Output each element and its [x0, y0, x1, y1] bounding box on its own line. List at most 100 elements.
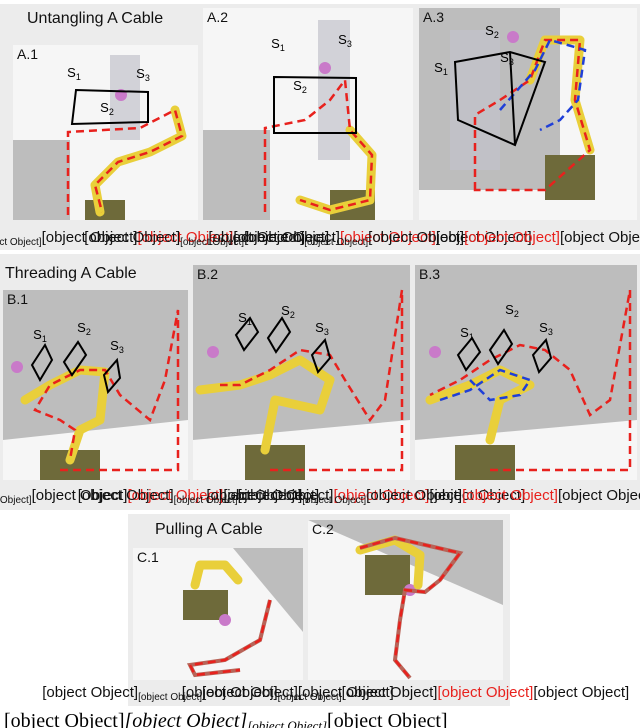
- scene: [133, 548, 303, 680]
- scene: [193, 265, 410, 480]
- scene: [3, 290, 188, 480]
- gl-subscript: [object Object]: [304, 237, 368, 248]
- gate-symbol: S: [460, 325, 469, 340]
- wall: [193, 265, 410, 440]
- section-title: Threading A Cable: [5, 265, 137, 282]
- gate-label: S3: [110, 338, 124, 355]
- gl-text: [object Object]: [238, 487, 334, 504]
- gate-index: 3: [548, 327, 553, 337]
- gate-symbol: S: [505, 302, 514, 317]
- gate-index: 1: [42, 334, 47, 344]
- scene: [415, 265, 637, 480]
- base: [183, 590, 228, 620]
- gate-label: S2: [77, 320, 91, 337]
- section-title: Pulling A Cable: [155, 521, 263, 538]
- gl-caption: [object Object][object Object][object Ob…: [78, 487, 525, 506]
- gate-symbol: S: [77, 320, 86, 335]
- target: [11, 361, 23, 373]
- gate-index: 1: [76, 72, 81, 82]
- gate-index: 1: [443, 67, 448, 77]
- wall: [233, 548, 303, 632]
- gate-index: 3: [509, 57, 514, 67]
- gl-caption: [object Object][object Object][object Ob…: [84, 229, 531, 248]
- gl-text: [object Object]: [342, 684, 438, 701]
- gate-index: 3: [347, 39, 352, 49]
- gate-index: 3: [119, 345, 124, 355]
- gate-index: 2: [86, 327, 91, 337]
- robot: [190, 560, 243, 590]
- gl-text: [object Object]: [32, 487, 128, 504]
- gate-label: S3: [500, 50, 514, 67]
- panel-label: A.1: [17, 46, 38, 62]
- gate-label: S2: [485, 23, 499, 40]
- gl-subscript: [object Object]: [278, 692, 342, 703]
- column: [450, 30, 500, 170]
- figure-caption: [object Object][object Object][object Ob…: [4, 710, 448, 728]
- gl-caption: [object Object][object Object][object Ob…: [182, 684, 629, 703]
- gl-text: [object Object]: [368, 229, 464, 246]
- gate-label: S3: [315, 320, 329, 337]
- gate-label: S1: [67, 65, 81, 82]
- gate-label: S3: [338, 32, 352, 49]
- gl-text: [object Object]: [137, 229, 233, 246]
- cable-dashed: [220, 289, 404, 472]
- gate-label: S3: [136, 66, 150, 83]
- gate-index: 2: [290, 310, 295, 320]
- panel-label: B.1: [7, 291, 28, 307]
- caption-text: [object Object]: [247, 718, 327, 728]
- gate-label: S2: [100, 100, 114, 117]
- scene: [308, 520, 503, 680]
- cable-dashed: [359, 536, 463, 679]
- gl-text: [object Object]: [233, 229, 329, 246]
- gl-text: [object Object]: [206, 487, 302, 504]
- gate-index: 3: [145, 73, 150, 83]
- gate-label: S2: [293, 78, 307, 95]
- gate-symbol: S: [500, 50, 509, 65]
- gl-text: [object Object]: [78, 487, 174, 504]
- cable-dashed: [33, 309, 180, 472]
- base: [545, 155, 595, 200]
- gl-text: [object Object]: [127, 487, 223, 504]
- wall: [3, 290, 188, 440]
- gate-symbol: S: [100, 100, 109, 115]
- gate-index: 1: [469, 332, 474, 342]
- base: [85, 200, 125, 220]
- gl-subscript: [object Object]: [174, 495, 238, 506]
- gl-text: [object Object]: [182, 684, 278, 701]
- gl-caption: [object Object][object Object][object Ob…: [0, 229, 329, 248]
- target: [429, 346, 441, 358]
- gate: [70, 88, 149, 126]
- robot: [525, 35, 595, 155]
- gate-label: S1: [238, 310, 252, 327]
- gl-text: [object Object]: [429, 487, 525, 504]
- gate-symbol: S: [110, 338, 119, 353]
- cable-dashed: [66, 108, 184, 215]
- gl-text: [object Object]: [558, 487, 640, 504]
- panel-label: C.2: [312, 521, 334, 537]
- gl-caption: [object Object][object Object][object Ob…: [42, 684, 394, 703]
- gl-text: [object Object]: [42, 684, 138, 701]
- gate-symbol: S: [338, 32, 347, 47]
- gl-text: [object Object]: [560, 229, 640, 246]
- gate-symbol: S: [281, 303, 290, 318]
- gate-label: S2: [281, 303, 295, 320]
- gate-symbol: S: [293, 78, 302, 93]
- gate: [234, 316, 332, 374]
- caption-text: [object Object]: [125, 710, 248, 728]
- gl-text: [object Object]: [244, 229, 340, 246]
- gl-caption: [object Object][object Object][object Ob…: [0, 487, 319, 506]
- target: [319, 62, 331, 74]
- column: [318, 20, 350, 160]
- gl-subscript: [object Object]: [0, 495, 32, 506]
- base: [365, 555, 410, 595]
- base: [455, 445, 515, 480]
- gate-symbol: S: [539, 320, 548, 335]
- gl-subscript: [object Object]: [138, 692, 202, 703]
- gate: [456, 328, 553, 374]
- section-title: Untangling A Cable: [27, 10, 163, 27]
- gl-subscript: [object Object]: [0, 237, 42, 248]
- target: [207, 346, 219, 358]
- cable-dashed: [263, 76, 374, 212]
- gate-label: S1: [271, 36, 285, 53]
